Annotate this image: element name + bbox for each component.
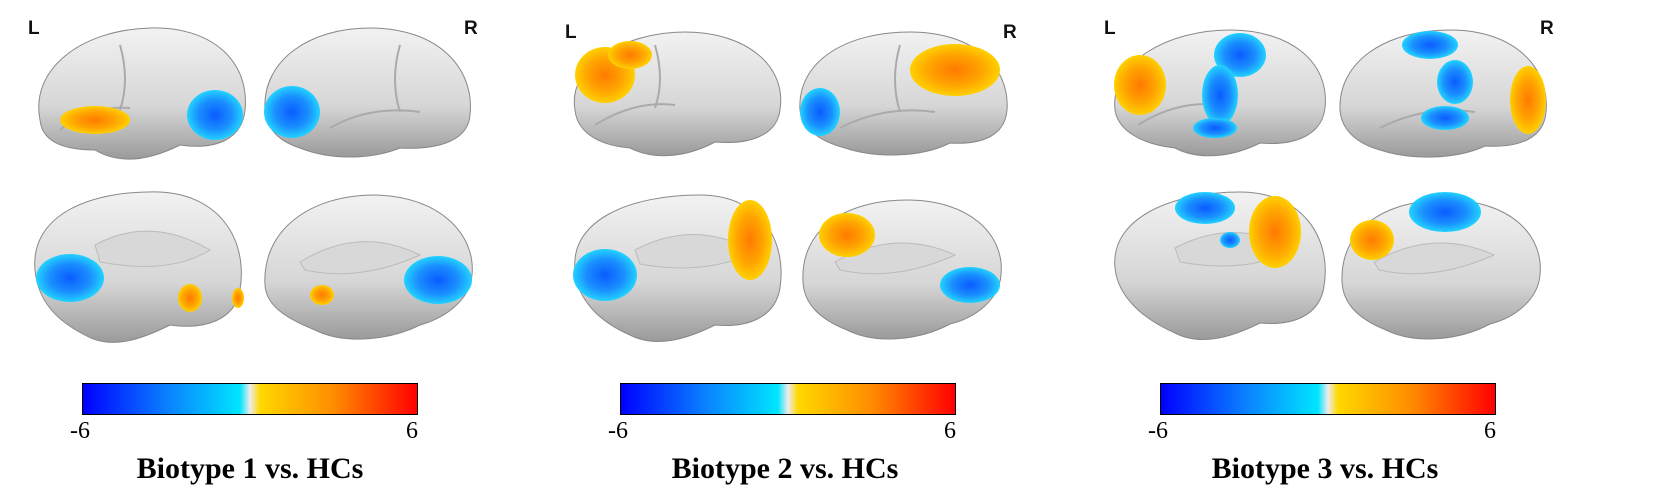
- activation-positive: [60, 106, 130, 134]
- activation-negative: [264, 86, 320, 138]
- colorbar-max-label: 6: [1484, 418, 1496, 444]
- activation-positive: [1510, 66, 1546, 134]
- left-hemisphere-label: L: [28, 18, 40, 39]
- right-lateral-brain: [799, 31, 1008, 156]
- panel-biotype-1: L R: [0, 0, 554, 500]
- activation-positive: [728, 200, 772, 280]
- colorbar: [1160, 383, 1496, 415]
- activation-negative: [1409, 192, 1481, 232]
- activation-negative: [1193, 118, 1237, 138]
- left-medial-brain: [34, 191, 244, 343]
- activation-positive: [232, 288, 244, 308]
- activation-negative: [187, 90, 243, 140]
- left-lateral-brain: [1114, 29, 1326, 157]
- brain-surface-maps: [34, 27, 473, 343]
- right-hemisphere-label: R: [1003, 22, 1017, 43]
- left-lateral-brain: [573, 31, 782, 157]
- colorbar: [620, 383, 956, 415]
- activation-negative: [1175, 192, 1235, 224]
- brain-surface-maps: [573, 31, 1008, 342]
- panel-title: Biotype 3 vs. HCs: [1211, 452, 1439, 485]
- left-hemisphere-label: L: [565, 22, 577, 43]
- activation-negative: [573, 249, 637, 301]
- right-lateral-brain: [1339, 29, 1547, 158]
- activation-negative: [1202, 65, 1238, 125]
- activation-negative: [36, 254, 104, 302]
- panel-biotype-3: L R: [1104, 0, 1664, 500]
- right-medial-brain: [802, 199, 1002, 340]
- panel-title: Biotype 1 vs. HCs: [136, 452, 364, 485]
- activation-negative: [940, 267, 1000, 303]
- activation-negative: [800, 88, 840, 136]
- left-lateral-brain: [38, 27, 246, 160]
- activation-negative: [1437, 60, 1473, 104]
- activation-positive: [1350, 220, 1394, 260]
- activation-negative: [404, 256, 472, 304]
- activation-negative: [1421, 106, 1469, 130]
- right-hemisphere-label: R: [464, 18, 478, 39]
- left-hemisphere-label: L: [1104, 18, 1116, 39]
- activation-negative: [1214, 33, 1266, 77]
- right-medial-brain: [1341, 192, 1541, 340]
- right-lateral-brain: [264, 27, 471, 158]
- colorbar: [82, 383, 418, 415]
- panel-title: Biotype 2 vs. HCs: [671, 452, 899, 485]
- activation-negative: [1402, 31, 1458, 59]
- panel-biotype-2: L R -6 6: [555, 0, 1109, 500]
- left-medial-brain: [573, 194, 782, 342]
- activation-positive: [1249, 196, 1301, 268]
- activation-negative: [1220, 232, 1240, 248]
- colorbar-min-label: -6: [608, 418, 628, 444]
- left-medial-brain: [1114, 191, 1326, 340]
- colorbar-max-label: 6: [406, 418, 418, 444]
- activation-positive: [910, 44, 1000, 96]
- brain-surface-maps: [1114, 29, 1547, 340]
- activation-positive: [310, 285, 334, 305]
- activation-positive: [1114, 55, 1166, 115]
- colorbar-max-label: 6: [944, 418, 956, 444]
- right-medial-brain: [264, 194, 473, 340]
- colorbar-min-label: -6: [70, 418, 90, 444]
- colorbar-min-label: -6: [1148, 418, 1168, 444]
- right-hemisphere-label: R: [1540, 18, 1554, 39]
- activation-positive: [608, 41, 652, 69]
- activation-positive: [178, 284, 202, 312]
- activation-positive: [819, 213, 875, 257]
